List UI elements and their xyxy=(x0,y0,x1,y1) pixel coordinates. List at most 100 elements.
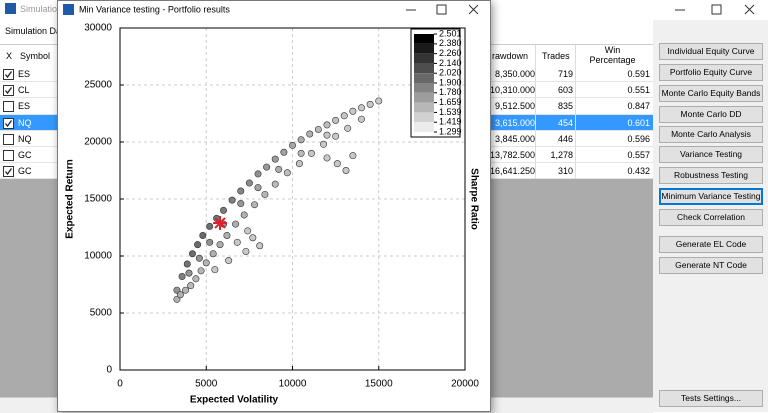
checkbox[interactable] xyxy=(3,101,14,113)
data-point xyxy=(254,170,262,178)
win-cell: 0.591 xyxy=(627,69,650,79)
data-point xyxy=(242,247,250,255)
button[interactable]: Monte Carlo Analysis xyxy=(659,126,763,143)
data-point xyxy=(283,169,291,177)
symbol-cell: GC xyxy=(18,166,32,177)
button[interactable]: Generate NT Code xyxy=(659,257,763,274)
button[interactable]: Generate EL Code xyxy=(659,236,763,253)
y-tick-label: 0 xyxy=(106,365,112,376)
drawdown-cell: 3,615.000 xyxy=(494,117,535,128)
colorbar-swatch xyxy=(414,63,434,74)
plot-frame xyxy=(119,27,466,371)
checkbox[interactable] xyxy=(3,150,14,161)
data-point xyxy=(183,260,191,268)
close-icon[interactable] xyxy=(744,4,755,15)
colorbar-swatch xyxy=(414,83,434,93)
drawdown-cell: 16,641.250 xyxy=(489,166,535,177)
colorbar-swatch xyxy=(414,53,434,64)
data-point xyxy=(297,149,305,157)
data-point xyxy=(342,167,350,175)
colorbar-label: 2.501 xyxy=(439,28,462,38)
button[interactable]: Minimum Variance Testing xyxy=(659,188,763,205)
button[interactable]: Tests Settings... xyxy=(659,390,763,407)
data-point xyxy=(237,187,245,195)
checkbox[interactable] xyxy=(3,69,14,80)
data-point xyxy=(261,190,269,198)
y-tick-label: 20000 xyxy=(84,137,112,148)
win-cell: 0.551 xyxy=(627,85,650,96)
checkbox[interactable] xyxy=(3,85,14,97)
win-cell: 0.601 xyxy=(627,117,650,128)
button[interactable]: Robustness Testing xyxy=(659,167,763,184)
button[interactable]: Check Correlation xyxy=(659,209,763,226)
colorbar-swatch xyxy=(414,112,434,123)
data-point xyxy=(314,125,322,133)
data-point xyxy=(178,273,186,281)
data-point xyxy=(357,115,365,123)
trades-cell: 603 xyxy=(557,85,573,96)
button[interactable]: Monte Carlo Equity Bands xyxy=(659,85,763,102)
data-point xyxy=(176,291,184,299)
data-point xyxy=(366,100,374,108)
symbol-cell: CL xyxy=(18,85,30,96)
data-point xyxy=(249,234,257,242)
data-point xyxy=(228,196,236,204)
data-point xyxy=(349,107,357,115)
trades-cell: 310 xyxy=(557,166,573,177)
data-point xyxy=(297,136,305,144)
checkbox[interactable] xyxy=(3,166,14,178)
close-icon[interactable] xyxy=(468,4,479,15)
colorbar-label: 1.780 xyxy=(439,87,462,97)
win-cell: 0.432 xyxy=(627,166,650,177)
column-header: rawdown xyxy=(492,51,529,61)
maximize-icon[interactable] xyxy=(711,4,722,15)
data-point xyxy=(187,282,195,290)
chart-window: Min Variance testing - Portfolio results… xyxy=(57,0,491,412)
colorbar-label: 1.659 xyxy=(439,97,462,107)
app-icon xyxy=(5,3,16,14)
y-tick-label: 25000 xyxy=(84,80,112,91)
colorbar-label: 2.380 xyxy=(439,38,462,48)
data-point xyxy=(295,160,303,168)
tab-label[interactable]: Simulation Da xyxy=(5,26,62,36)
colorbar-label: 2.140 xyxy=(439,58,462,68)
data-point xyxy=(357,104,365,112)
chart-title-bar: Min Variance testing - Portfolio results xyxy=(63,4,479,15)
colorbar-swatch xyxy=(414,102,434,113)
button[interactable]: Monte Carlo DD xyxy=(659,106,763,123)
data-point xyxy=(332,116,340,124)
checkbox[interactable] xyxy=(3,133,14,145)
data-point xyxy=(289,141,297,149)
chart: Expected Volatility Expected Return Shar… xyxy=(65,23,480,406)
data-point xyxy=(185,269,193,277)
data-point xyxy=(197,267,205,275)
drawdown-cell: 3,845.000 xyxy=(494,133,535,144)
button[interactable]: Variance Testing xyxy=(659,146,763,163)
button[interactable]: Portfolio Equity Curve xyxy=(659,64,763,81)
trades-cell: 719 xyxy=(557,69,573,79)
colorbar-label: 1.539 xyxy=(439,107,462,117)
data-point xyxy=(182,286,190,294)
app-icon xyxy=(63,4,74,15)
bg-title: Simulatio xyxy=(20,4,58,14)
checkbox[interactable] xyxy=(3,117,14,129)
data-point xyxy=(375,97,383,105)
data-point xyxy=(188,250,196,258)
maximize-icon[interactable] xyxy=(436,4,447,15)
data-point xyxy=(271,155,279,163)
colorbar-swatch xyxy=(414,92,434,103)
data-point xyxy=(211,266,219,274)
data-point xyxy=(254,184,262,192)
data-point xyxy=(209,250,217,258)
column-header: Win Percentage xyxy=(589,45,636,65)
data-point xyxy=(320,140,328,148)
data-point xyxy=(323,121,331,129)
button[interactable]: Individual Equity Curve xyxy=(659,43,763,60)
data-point xyxy=(199,231,207,239)
data-point xyxy=(206,222,214,230)
colorbar-swatch xyxy=(414,73,434,83)
data-point xyxy=(240,211,248,219)
data-point xyxy=(333,160,341,168)
data-point xyxy=(306,130,314,138)
trades-cell: 454 xyxy=(557,117,573,128)
